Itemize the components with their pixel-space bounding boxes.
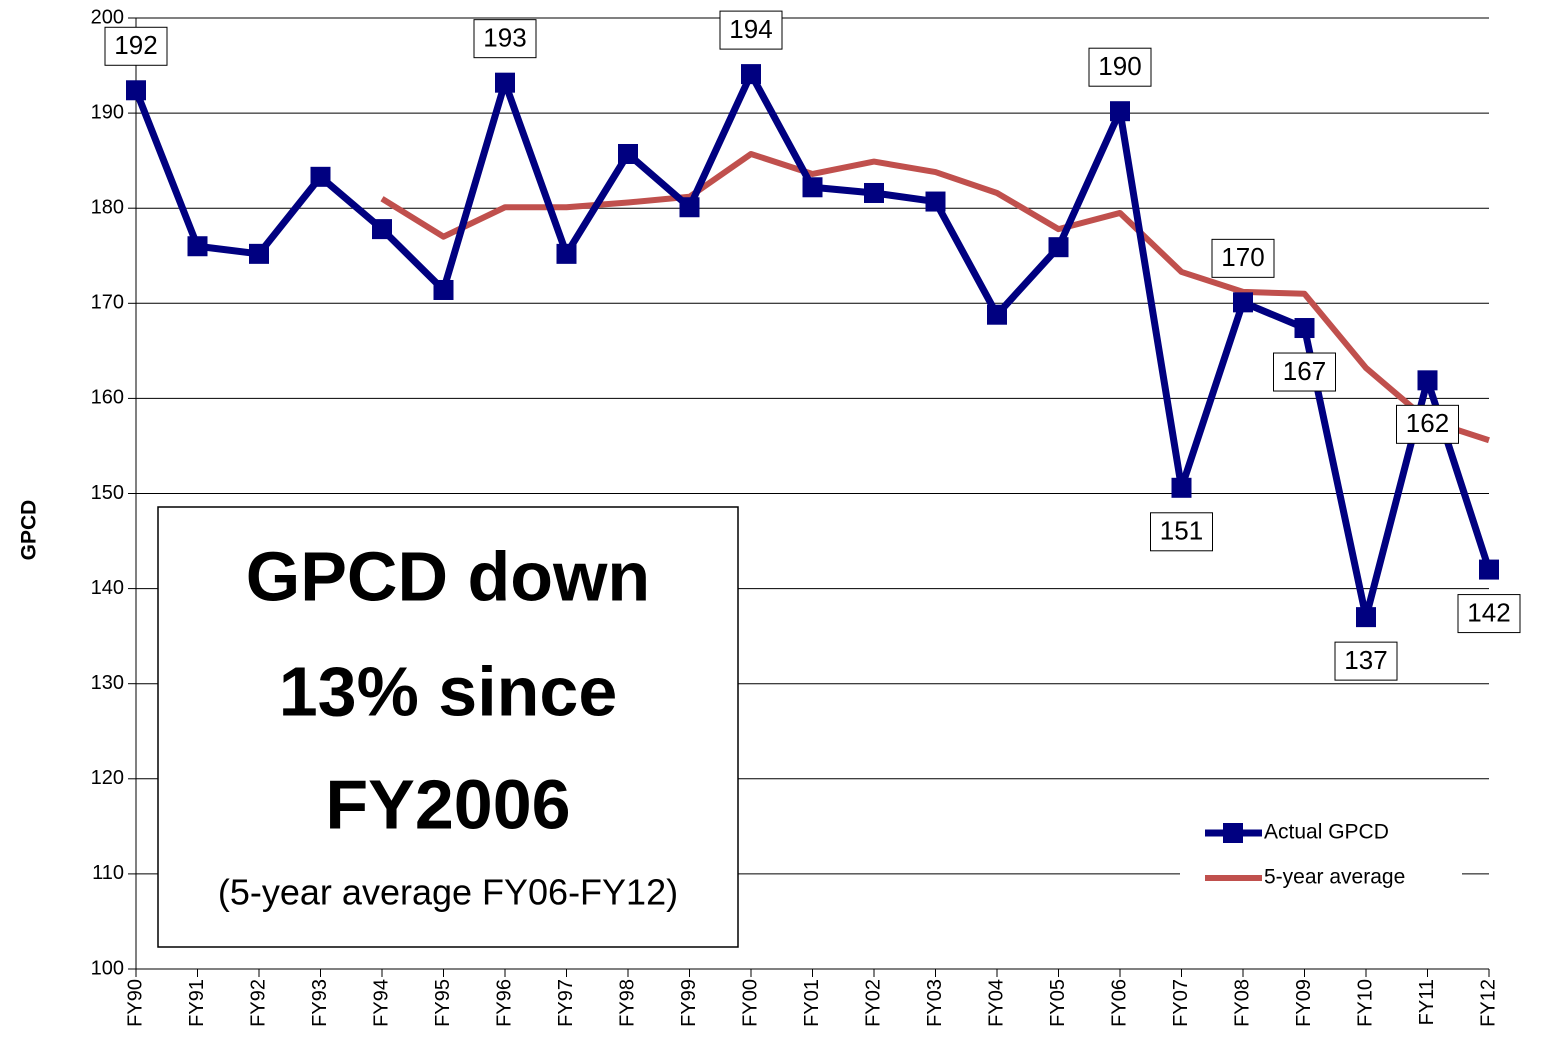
x-tick-label: FY06 [1108, 979, 1130, 1027]
legend-marker [1223, 823, 1243, 843]
x-tick-label: FY94 [370, 979, 392, 1027]
point-marker [802, 177, 823, 198]
y-tick-label: 170 [91, 292, 124, 314]
point-marker [249, 243, 269, 264]
y-tick-label: 100 [91, 957, 124, 979]
point-marker [618, 143, 638, 164]
data-label-box [1334, 641, 1398, 681]
x-tick-label: FY04 [985, 979, 1007, 1027]
data-label-box [719, 10, 783, 50]
data-label-box [1150, 512, 1213, 552]
data-label: 194 [729, 14, 772, 44]
data-label-box [1396, 404, 1459, 444]
x-tick-label: FY05 [1047, 979, 1069, 1027]
annotation-text: (5-year average FY06-FY12) [218, 872, 678, 913]
annotation-box [157, 506, 739, 948]
y-tick-label: 110 [92, 862, 124, 884]
x-tick-label: FY07 [1170, 979, 1192, 1027]
point-marker [556, 243, 577, 264]
data-label-box [1211, 238, 1275, 278]
data-label: 137 [1344, 645, 1387, 675]
point-marker [187, 236, 208, 257]
x-tick-label: FY95 [432, 979, 454, 1027]
data-label: 151 [1160, 516, 1203, 546]
annotation-text: 13% since [279, 652, 618, 730]
series-line [380, 150, 1490, 444]
y-tick-label: 160 [91, 387, 124, 409]
point-marker [126, 80, 146, 101]
point-marker [741, 64, 761, 85]
legend-label: Actual GPCD [1264, 821, 1389, 844]
point-marker [310, 166, 331, 187]
x-tick-label: FY10 [1354, 979, 1376, 1027]
data-label: 162 [1406, 408, 1449, 438]
data-label: 170 [1221, 242, 1264, 272]
legend-label: 5-year average [1264, 866, 1405, 889]
point-marker [372, 219, 392, 240]
data-label: 167 [1283, 356, 1326, 386]
x-tick-label: FY93 [309, 979, 331, 1027]
point-marker [864, 182, 884, 203]
y-axis-label: GPCD [18, 500, 41, 561]
x-tick-label: FY98 [616, 979, 638, 1027]
point-marker [1479, 559, 1499, 580]
point-marker [1417, 370, 1438, 391]
point-marker [495, 72, 515, 93]
annotation-text: FY2006 [325, 765, 570, 843]
y-tick-label: 120 [91, 767, 124, 789]
x-tick-label: FY90 [124, 979, 146, 1027]
data-label-box [104, 26, 168, 66]
data-label: 192 [114, 30, 157, 60]
point-marker [1356, 607, 1376, 628]
data-label: 142 [1467, 597, 1510, 627]
x-tick-label: FY03 [924, 979, 946, 1027]
data-label-box [1273, 352, 1336, 392]
y-tick-label: 140 [91, 577, 124, 599]
point-marker [1110, 101, 1130, 122]
x-tick-label: FY92 [247, 979, 269, 1027]
data-label-box [1088, 47, 1152, 87]
y-tick-label: 130 [91, 672, 124, 694]
x-tick-label: FY02 [862, 979, 884, 1027]
x-tick-label: FY09 [1293, 979, 1315, 1027]
x-tick-label: FY00 [739, 979, 761, 1027]
y-tick-label: 200 [91, 6, 124, 28]
x-tick-label: FY11 [1416, 979, 1438, 1025]
point-marker [925, 191, 946, 212]
data-label-box [1457, 594, 1521, 634]
point-marker [987, 304, 1007, 325]
point-marker [433, 279, 454, 300]
y-tick-label: 150 [91, 482, 124, 504]
point-marker [1294, 318, 1315, 339]
x-tick-label: FY12 [1477, 979, 1499, 1027]
data-label: 193 [483, 23, 526, 53]
x-tick-label: FY91 [186, 979, 208, 1027]
point-marker [679, 197, 700, 218]
y-tick-label: 180 [91, 196, 124, 218]
point-marker [1233, 292, 1253, 313]
y-tick-label: 190 [91, 101, 124, 123]
point-marker [1048, 237, 1069, 258]
x-tick-label: FY97 [555, 979, 577, 1027]
annotation-text: GPCD down [246, 537, 650, 615]
x-tick-label: FY01 [801, 979, 823, 1027]
data-label: 190 [1098, 51, 1141, 81]
x-tick-label: FY96 [493, 979, 515, 1027]
data-label-box [473, 19, 537, 59]
x-tick-label: FY08 [1231, 979, 1253, 1027]
point-marker [1171, 477, 1192, 498]
x-tick-label: FY99 [678, 979, 700, 1027]
